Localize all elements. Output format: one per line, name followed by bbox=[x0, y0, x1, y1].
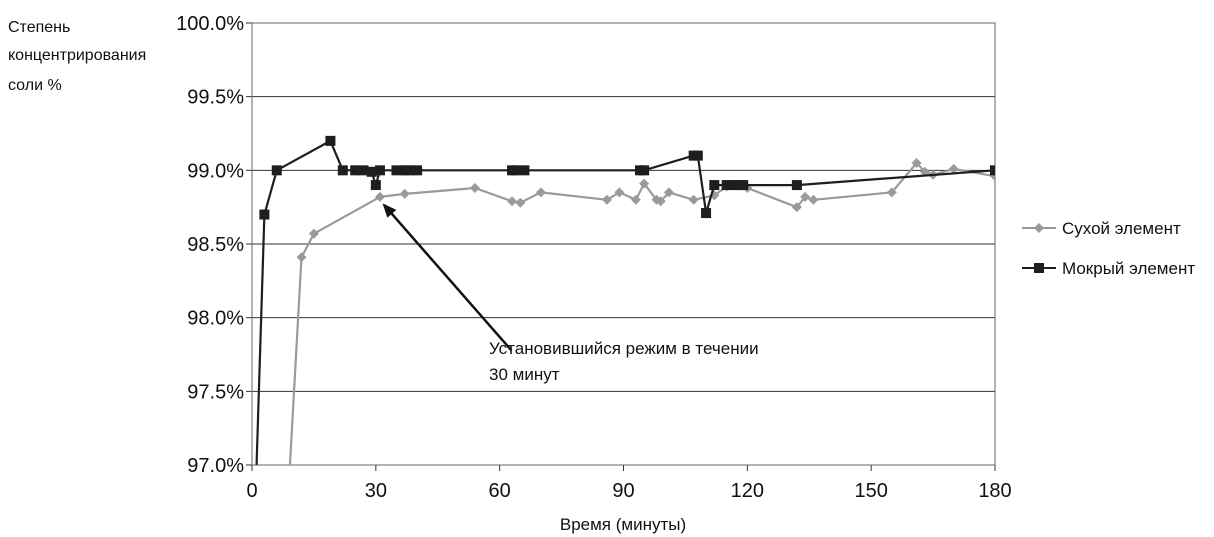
data-point bbox=[271, 165, 282, 176]
series-layer bbox=[255, 135, 995, 465]
y-tick-label: 100.0% bbox=[176, 13, 244, 35]
legend-item: Мокрый элемент bbox=[1022, 259, 1195, 278]
data-point bbox=[655, 196, 666, 207]
data-point bbox=[692, 150, 703, 161]
y-tick-label: 97.5% bbox=[187, 381, 244, 403]
y-tick-label: 98.5% bbox=[187, 234, 244, 256]
x-tick-label: 0 bbox=[246, 480, 257, 502]
legend-swatch-marker bbox=[1034, 263, 1044, 273]
data-point bbox=[358, 165, 369, 176]
data-point bbox=[663, 187, 674, 198]
data-point bbox=[308, 228, 319, 239]
x-tick-label: 30 bbox=[365, 480, 387, 502]
data-point bbox=[399, 188, 410, 199]
x-tick-label: 150 bbox=[854, 480, 887, 502]
plot-area-frame bbox=[251, 22, 996, 466]
data-point bbox=[639, 178, 650, 189]
data-point bbox=[296, 252, 307, 263]
x-tick-label: 120 bbox=[731, 480, 764, 502]
data-point bbox=[511, 165, 522, 176]
data-point bbox=[507, 196, 518, 207]
y-tick-label: 99.5% bbox=[187, 87, 244, 109]
y-axis-title-line-3: соли % bbox=[8, 77, 62, 94]
data-point bbox=[639, 165, 650, 176]
y-axis-title-line-1: Степень bbox=[8, 19, 71, 36]
data-point bbox=[519, 165, 530, 176]
data-point bbox=[808, 194, 819, 205]
data-point bbox=[337, 165, 348, 176]
x-tick-label: 180 bbox=[978, 480, 1011, 502]
data-point bbox=[535, 187, 546, 198]
data-point bbox=[403, 165, 414, 176]
data-point bbox=[374, 191, 385, 202]
data-point bbox=[791, 202, 802, 213]
annotation-layer: Установившийся режим в течении 30 минут bbox=[382, 203, 759, 384]
y-axis-title-line-2: концентрирования bbox=[8, 47, 147, 64]
grid-lines bbox=[246, 22, 996, 471]
data-point bbox=[709, 180, 720, 191]
data-point bbox=[259, 209, 270, 220]
data-point bbox=[791, 180, 802, 191]
legend-label: Мокрый элемент bbox=[1062, 259, 1195, 278]
data-point bbox=[350, 165, 361, 176]
data-point bbox=[370, 180, 381, 191]
x-tick-labels: 0 30 60 90 120 150 180 bbox=[246, 480, 1011, 502]
y-tick-label: 97.0% bbox=[187, 455, 244, 477]
data-point bbox=[515, 197, 526, 208]
annotation-text-line: Установившийся режим в течении bbox=[489, 339, 759, 358]
data-point bbox=[374, 165, 385, 176]
legend-label: Сухой элемент bbox=[1062, 219, 1181, 238]
data-point bbox=[800, 191, 811, 202]
data-point bbox=[412, 165, 423, 176]
data-point bbox=[721, 180, 732, 191]
data-point bbox=[325, 135, 336, 146]
data-point bbox=[601, 194, 612, 205]
annotation-arrow bbox=[382, 203, 513, 352]
data-point bbox=[391, 165, 402, 176]
legend-swatch-marker bbox=[1034, 223, 1044, 233]
data-point bbox=[886, 187, 897, 198]
y-tick-label: 99.0% bbox=[187, 160, 244, 182]
x-tick-label: 90 bbox=[612, 480, 634, 502]
series-dry-element bbox=[288, 157, 995, 465]
x-axis-title: Время (минуты) bbox=[560, 515, 686, 534]
legend: Сухой элемент Мокрый элемент bbox=[1022, 219, 1195, 278]
data-point bbox=[630, 194, 641, 205]
series-line bbox=[255, 139, 995, 465]
data-point bbox=[366, 166, 377, 177]
data-point bbox=[948, 163, 959, 174]
series-wet-element bbox=[255, 135, 995, 465]
legend-item: Сухой элемент bbox=[1022, 219, 1181, 238]
series-line bbox=[288, 161, 995, 465]
y-tick-label: 98.0% bbox=[187, 308, 244, 330]
data-point bbox=[614, 187, 625, 198]
data-point bbox=[990, 165, 995, 176]
x-tick-label: 60 bbox=[489, 480, 511, 502]
annotation-text-line: 30 минут bbox=[489, 365, 560, 384]
data-point bbox=[469, 183, 480, 194]
data-point bbox=[738, 180, 749, 191]
data-point bbox=[701, 208, 712, 219]
y-tick-labels: 97.0% 97.5% 98.0% 98.5% 99.0% 99.5% 100.0% bbox=[176, 13, 244, 477]
data-point bbox=[911, 157, 922, 168]
data-point bbox=[688, 194, 699, 205]
